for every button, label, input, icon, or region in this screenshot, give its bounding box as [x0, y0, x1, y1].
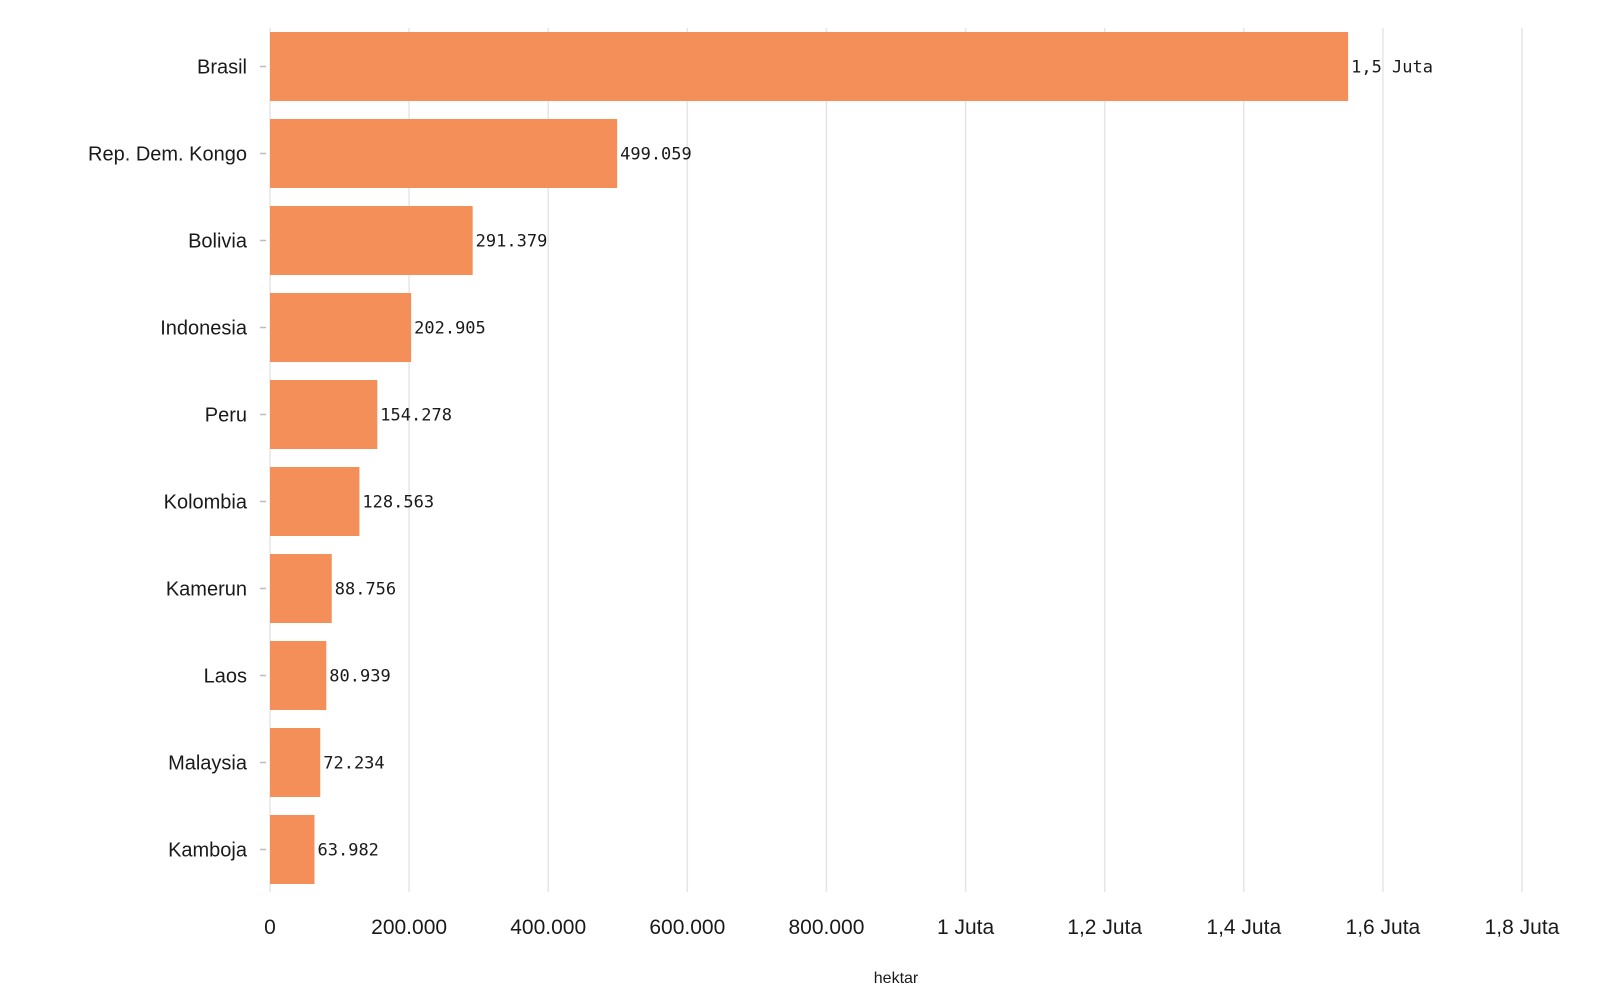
category-label: Kolombia — [164, 492, 248, 514]
x-tick-label: 1,8 Juta — [1485, 916, 1560, 939]
data-label: 154.278 — [380, 406, 452, 426]
data-label: 499.059 — [620, 145, 692, 165]
category-labels: Brasil Rep. Dem. Kongo Bolivia Indonesia Per… — [88, 57, 266, 862]
x-tick-label: 400.000 — [510, 916, 586, 939]
data-label: 72.234 — [323, 754, 384, 774]
bar — [270, 119, 618, 188]
category-label: Kamerun — [166, 579, 247, 601]
category-label: Malaysia — [168, 753, 248, 775]
bar — [270, 206, 473, 275]
category-label: Bolivia — [188, 231, 248, 253]
bar — [270, 32, 1349, 101]
category-label: Indonesia — [160, 318, 248, 340]
data-labels: 1,5 Juta 499.059 291.379 202.905 154.278 128.… — [318, 58, 1433, 861]
category-label: Kamboja — [168, 840, 248, 862]
bar — [270, 554, 332, 623]
data-label: 202.905 — [414, 319, 486, 339]
x-tick-label: 200.000 — [371, 916, 447, 939]
data-label: 63.982 — [318, 841, 379, 861]
data-label: 80.939 — [329, 667, 390, 687]
bar — [270, 641, 327, 710]
x-axis-ticks: 0 200.000 400.000 600.000 800.000 1 Juta 1,2 J… — [264, 916, 1560, 939]
category-label: Rep. Dem. Kongo — [88, 144, 247, 166]
category-label: Laos — [204, 666, 247, 688]
x-tick-label: 600.000 — [649, 916, 725, 939]
bar — [270, 293, 412, 362]
data-label: 1,5 Juta — [1351, 58, 1433, 78]
x-tick-label: 1 Juta — [937, 916, 995, 939]
x-tick-label: 800.000 — [788, 916, 864, 939]
data-label: 291.379 — [476, 232, 548, 252]
x-tick-label: 1,4 Juta — [1206, 916, 1281, 939]
category-label: Brasil — [197, 57, 247, 79]
x-tick-label: 1,2 Juta — [1067, 916, 1142, 939]
bar — [270, 815, 315, 884]
bars — [270, 32, 1349, 884]
bar — [270, 380, 378, 449]
x-axis-title: hektar — [874, 970, 919, 987]
data-label: 88.756 — [335, 580, 396, 600]
data-label: 128.563 — [362, 493, 434, 513]
bar — [270, 467, 360, 536]
bar — [270, 728, 321, 797]
category-label: Peru — [205, 405, 247, 427]
x-tick-label: 1,6 Juta — [1346, 916, 1421, 939]
x-tick-label: 0 — [264, 916, 276, 939]
